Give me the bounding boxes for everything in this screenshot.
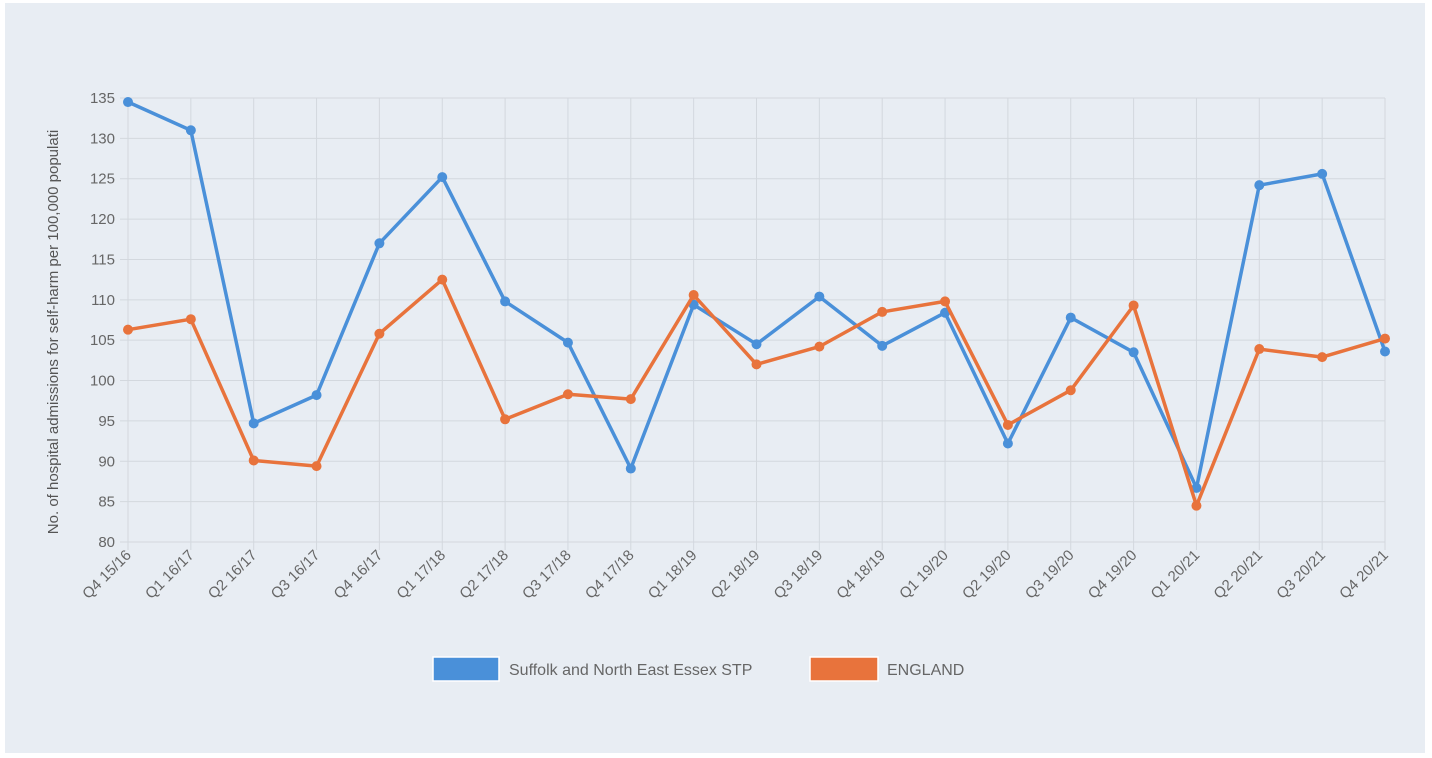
y-tick-label: 110 <box>91 292 115 309</box>
y-tick-label: 100 <box>90 373 115 390</box>
x-tick-label: Q3 20/21 <box>1273 547 1329 603</box>
x-tick-label: Q4 17/18 <box>582 547 638 603</box>
y-tick-label: 80 <box>98 534 115 551</box>
series-1-point <box>1380 333 1390 344</box>
x-tick-label: Q4 18/19 <box>833 547 889 603</box>
legend-label-1: ENGLAND <box>887 662 964 679</box>
x-tick-label: Q2 19/20 <box>959 547 1015 603</box>
x-tick-label: Q4 19/20 <box>1085 547 1141 603</box>
series-0-point <box>814 291 825 302</box>
y-tick-label: 90 <box>98 453 115 470</box>
series-0-point <box>1065 312 1076 323</box>
series-0-point <box>1002 438 1013 449</box>
series-0-point <box>311 390 322 401</box>
series-1-point <box>688 289 699 300</box>
series-1-point <box>940 296 951 307</box>
x-tick-label: Q1 18/19 <box>645 547 701 603</box>
x-tick-label: Q2 16/17 <box>205 547 261 603</box>
y-tick-label: 95 <box>98 413 115 430</box>
legend-label-0: Suffolk and North East Essex STP <box>509 662 752 679</box>
x-tick-label: Q3 18/19 <box>771 547 827 603</box>
series-1-point <box>437 274 448 285</box>
x-tick-label: Q1 17/18 <box>393 547 449 603</box>
series-0-point <box>1254 180 1265 191</box>
x-tick-label: Q4 15/16 <box>79 547 135 603</box>
x-tick-label: Q4 20/21 <box>1336 547 1392 603</box>
x-tick-label: Q2 18/19 <box>708 547 764 603</box>
series-1-point <box>185 314 196 325</box>
y-tick-label: 115 <box>91 251 115 268</box>
series-0-point <box>877 340 888 351</box>
legend-swatch-1 <box>809 656 879 682</box>
series-0-point <box>123 97 133 108</box>
x-tick-label: Q1 19/20 <box>896 547 952 603</box>
series-0-point <box>1317 168 1328 179</box>
series-0-point <box>751 339 762 350</box>
x-tick-label: Q3 16/17 <box>268 547 324 603</box>
series-1-point <box>814 341 825 352</box>
series-1-point <box>1191 500 1202 511</box>
x-tick-label: Q1 16/17 <box>142 547 198 603</box>
x-tick-label: Q1 20/21 <box>1148 547 1204 603</box>
series-1-point <box>374 328 385 339</box>
series-1-point <box>1065 385 1076 396</box>
series-0-point <box>562 337 573 348</box>
y-tick-label: 105 <box>90 332 115 349</box>
y-tick-label: 85 <box>98 494 115 511</box>
y-axis-title: No. of hospital admissions for self-harm… <box>45 130 62 534</box>
x-tick-label: Q2 17/18 <box>456 547 512 603</box>
series-0-point <box>500 296 511 307</box>
legend-swatch-0 <box>432 656 500 682</box>
series-0-point <box>1128 347 1139 358</box>
series-1-point <box>1317 352 1328 363</box>
y-tick-label: 120 <box>90 211 115 228</box>
series-1-point <box>751 359 762 370</box>
series-0-point <box>625 463 636 474</box>
series-1-point <box>877 306 888 317</box>
series-0-point <box>374 238 385 249</box>
y-tick-label: 135 <box>90 90 115 107</box>
series-1-point <box>500 414 511 425</box>
series-1-point <box>1128 300 1139 311</box>
series-0-point <box>185 125 196 136</box>
x-tick-label: Q3 17/18 <box>519 547 575 603</box>
series-0-point <box>248 418 259 429</box>
series-0-point <box>437 172 448 183</box>
x-tick-label: Q3 19/20 <box>1022 547 1078 603</box>
chart-panel <box>5 3 1425 753</box>
series-0-point <box>1380 346 1390 357</box>
y-tick-label: 125 <box>90 171 115 188</box>
series-1-point <box>625 394 636 405</box>
series-1-point <box>562 389 573 400</box>
x-tick-label: Q2 20/21 <box>1210 547 1266 603</box>
series-1-point <box>1002 419 1013 430</box>
series-1-point <box>1254 344 1265 355</box>
series-1-point <box>311 461 322 472</box>
x-tick-label: Q4 16/17 <box>331 547 387 603</box>
y-tick-label: 130 <box>90 130 115 147</box>
series-1-point <box>248 455 259 466</box>
series-1-point <box>123 324 133 335</box>
